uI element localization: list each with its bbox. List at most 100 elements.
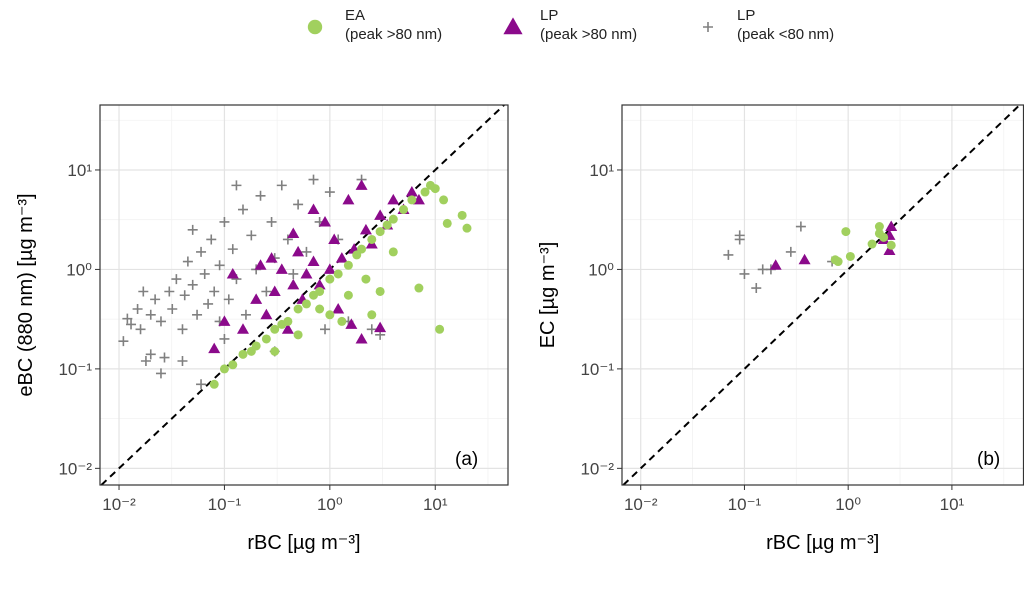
point [246, 230, 257, 241]
point [250, 293, 263, 304]
legend-icon [703, 22, 713, 32]
point [203, 298, 214, 309]
point [420, 187, 430, 197]
point [795, 221, 806, 232]
point [260, 308, 273, 320]
point [261, 286, 272, 297]
frame [99, 104, 509, 486]
chart: 10⁻² 10⁻¹ 10⁰ 10¹ 10⁻² 10⁻¹ 10⁰ 10¹ (a) rBC [µg m… [15, 104, 1024, 554]
point [503, 17, 523, 35]
frame [621, 104, 1024, 486]
point [287, 227, 300, 238]
point [196, 379, 207, 390]
point [388, 214, 398, 224]
point [199, 268, 210, 279]
point [219, 216, 230, 227]
point [867, 239, 877, 249]
point [457, 210, 467, 220]
point [159, 352, 170, 363]
point [885, 220, 898, 232]
point [132, 304, 143, 315]
point [366, 324, 377, 335]
x-axis-title: rBC [µg m⁻³] [766, 532, 879, 554]
point [324, 187, 335, 198]
point [254, 259, 267, 270]
point [219, 364, 229, 374]
y-tick-label: 10¹ [589, 161, 614, 180]
point [845, 251, 855, 261]
point [300, 267, 313, 279]
y-tick-label: 10⁻¹ [580, 360, 614, 379]
point [227, 244, 238, 255]
x-tick-label: 10⁰ [835, 495, 861, 514]
point [171, 274, 182, 285]
point [301, 299, 311, 309]
legend-label: EA (peak >80 nm) [345, 7, 443, 43]
point [155, 316, 166, 327]
point [167, 304, 178, 315]
x-tick-label: 10¹ [940, 495, 965, 514]
point [218, 315, 231, 326]
point [236, 323, 249, 334]
point [145, 349, 156, 360]
panel-label: (b) [977, 449, 1000, 470]
point [150, 294, 161, 305]
point [769, 259, 782, 270]
legend-icon [503, 17, 523, 35]
y-tick-label: 10⁰ [66, 260, 92, 279]
point [187, 224, 198, 235]
point [281, 323, 294, 334]
point [425, 180, 435, 190]
point [177, 356, 188, 367]
point [208, 342, 221, 354]
point [462, 223, 472, 233]
point [214, 260, 225, 271]
point [435, 324, 445, 334]
point [255, 190, 266, 201]
point [874, 222, 884, 232]
point [138, 286, 149, 297]
point [343, 290, 353, 300]
point [388, 247, 398, 257]
panel-label: (a) [455, 449, 478, 470]
point [238, 349, 248, 359]
point [261, 334, 271, 344]
x-tick-label: 10⁻² [624, 495, 658, 514]
x-tick-label: 10⁻¹ [728, 495, 762, 514]
point [375, 286, 385, 296]
point [122, 313, 133, 324]
point [439, 195, 449, 205]
point [179, 290, 190, 301]
point [359, 223, 372, 235]
point [315, 304, 325, 314]
point [739, 268, 750, 279]
y-tick-label: 10⁻² [580, 459, 614, 478]
point [187, 279, 198, 290]
y-tick-label: 10¹ [67, 161, 92, 180]
point [118, 336, 129, 347]
point [325, 274, 335, 284]
point [282, 234, 293, 245]
point [883, 244, 896, 255]
point [223, 294, 234, 305]
point [367, 310, 377, 320]
point [288, 268, 299, 279]
point [442, 218, 452, 228]
point [307, 19, 323, 35]
legend-label: LP (peak >80 nm) [540, 7, 638, 43]
y-axis-title: EC [µg m⁻³] [537, 242, 559, 349]
point [292, 245, 305, 257]
point [886, 240, 896, 250]
point [209, 379, 219, 389]
point [313, 278, 326, 290]
point [414, 283, 424, 293]
point [357, 244, 367, 254]
point [268, 285, 281, 296]
point [405, 186, 418, 197]
point [361, 274, 371, 284]
point [355, 179, 368, 190]
point [703, 22, 713, 32]
point [301, 246, 312, 257]
y-axis-title: eBC (880 nm) [µg m⁻³] [15, 193, 37, 396]
point [323, 263, 336, 274]
